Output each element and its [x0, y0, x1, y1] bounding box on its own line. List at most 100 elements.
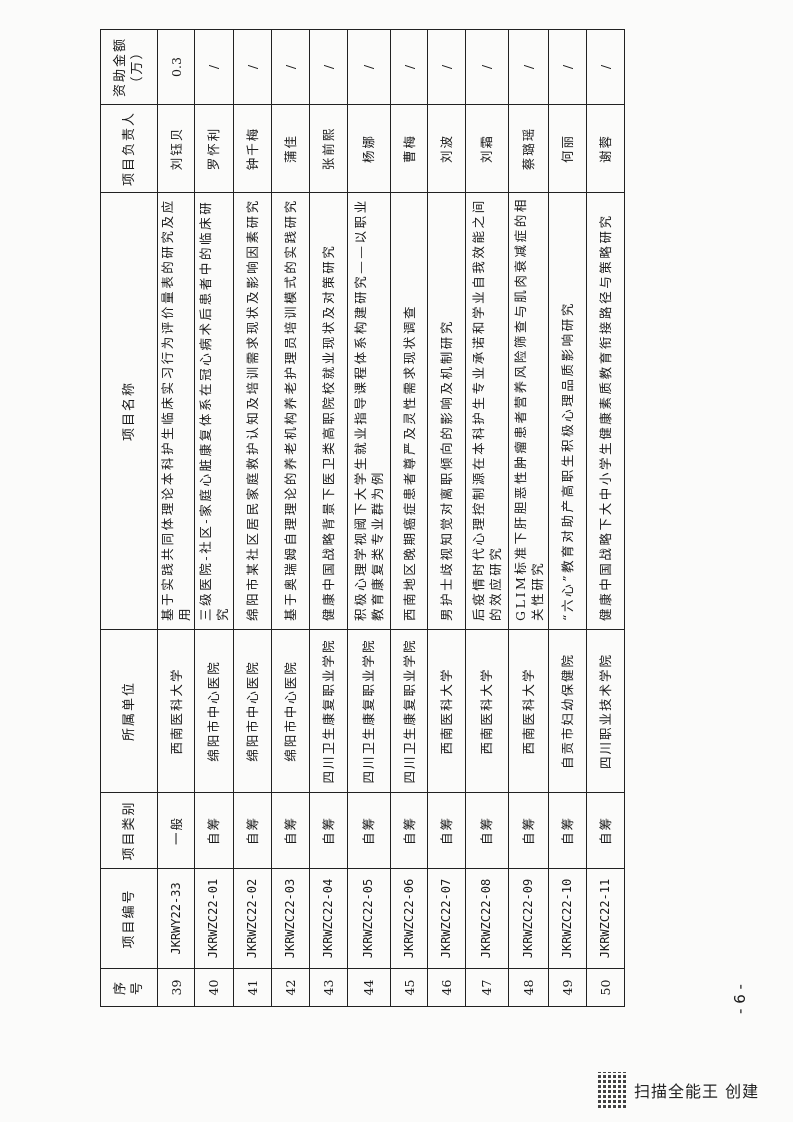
cell-funding: / [347, 29, 391, 105]
cell-leader: 蔡璐瑶 [508, 104, 549, 193]
cell-category: 自筹 [271, 792, 310, 869]
cell-unit: 西南医科大学 [465, 629, 509, 793]
table-row: 39 JKRWY22-33 一般 西南医科大学 基于实践共同体理论本科护生临床实习行为评… [157, 29, 195, 1007]
cell-leader: 蒲佳 [271, 104, 310, 193]
cell-seq: 50 [586, 968, 625, 1007]
cell-leader: 钟千梅 [233, 104, 272, 193]
cell-name: 积极心理学视阈下大学生就业指导课程体系构建研究——以职业教育康复类专业群为例 [347, 192, 391, 630]
table-header-row: 序号 项目编号 项目类别 所属单位 项目名称 项目负责人 资助金额（万） [100, 29, 158, 1007]
cell-unit: 四川职业技术学院 [586, 629, 625, 793]
header-leader: 项目负责人 [100, 104, 158, 193]
project-table: 序号 项目编号 项目类别 所属单位 项目名称 项目负责人 资助金额（万） 39 J… [100, 29, 625, 1007]
cell-code: JKRWZC22-01 [194, 868, 234, 969]
cell-category: 自筹 [309, 792, 348, 869]
table-row: 41 JKRWZC22-02 自筹 绵阳市中心医院 绵阳市某社区居民家庭救护认知及培训需… [233, 29, 272, 1007]
cell-code: JKRWZC22-02 [233, 868, 272, 969]
cell-category: 自筹 [508, 792, 549, 869]
cell-seq: 47 [465, 968, 509, 1007]
cell-category: 自筹 [465, 792, 509, 869]
cell-unit: 四川卫生康复职业学院 [347, 629, 391, 793]
cell-category: 一般 [157, 792, 195, 869]
cell-code: JKRWZC22-03 [271, 868, 310, 969]
table-row: 43 JKRWZC22-04 自筹 四川卫生康复职业学院 健康中国战略背景下医卫类高职院… [309, 29, 348, 1007]
table-row: 40 JKRWZC22-01 自筹 绵阳市中心医院 三级医院-社区-家庭心脏康复体系在冠… [194, 29, 234, 1007]
cell-seq: 48 [508, 968, 549, 1007]
header-unit: 所属单位 [100, 629, 158, 793]
table-row: 47 JKRWZC22-08 自筹 西南医科大学 后疫情时代心理控制源在本科护生专业承诺… [465, 29, 509, 1007]
cell-unit: 四川卫生康复职业学院 [390, 629, 428, 793]
cell-leader: 何丽 [548, 104, 587, 193]
cell-name: 三级医院-社区-家庭心脏康复体系在冠心病术后患者中的临床研究 [194, 192, 234, 630]
cell-code: JKRWZC22-11 [586, 868, 625, 969]
qr-code-icon [598, 1072, 626, 1108]
cell-seq: 41 [233, 968, 272, 1007]
cell-category: 自筹 [586, 792, 625, 869]
cell-name: “六心”教育对助产高职生积极心理品质影响研究 [548, 192, 587, 630]
cell-name: 基于奥瑞姆自理理论的养老机构养老护理员培训模式的实践研究 [271, 192, 310, 630]
header-funding: 资助金额（万） [100, 29, 158, 105]
project-table-rotated: 序号 项目编号 项目类别 所属单位 项目名称 项目负责人 资助金额（万） 39 J… [100, 29, 625, 1007]
cell-code: JKRWZC22-05 [347, 868, 391, 969]
cell-code: JKRWZC22-04 [309, 868, 348, 969]
cell-seq: 45 [390, 968, 428, 1007]
cell-name: 西南地区晚期癌症患者尊严及灵性需求现状调查 [390, 192, 428, 630]
cell-unit: 西南医科大学 [427, 629, 466, 793]
cell-funding: / [194, 29, 234, 105]
table-row: 50 JKRWZC22-11 自筹 四川职业技术学院 健康中国战略下大中小学生健康素质教… [586, 29, 625, 1007]
cell-category: 自筹 [347, 792, 391, 869]
cell-seq: 40 [194, 968, 234, 1007]
cell-funding: / [271, 29, 310, 105]
page-number: - 6 - [730, 984, 749, 1014]
table-row: 46 JKRWZC22-07 自筹 西南医科大学 男护士歧视知觉对离职倾向的影响及机制研… [427, 29, 466, 1007]
cell-leader: 曹梅 [390, 104, 428, 193]
header-seq: 序号 [100, 968, 158, 1007]
cell-category: 自筹 [390, 792, 428, 869]
cell-name: GLIM标准下肝胆恶性肿瘤患者营养风险筛查与肌肉衰减症的相关性研究 [508, 192, 549, 630]
cell-code: JKRWZC22-07 [427, 868, 466, 969]
cell-funding: / [465, 29, 509, 105]
cell-name: 基于实践共同体理论本科护生临床实习行为评价量表的研究及应用 [157, 192, 195, 630]
cell-category: 自筹 [194, 792, 234, 869]
cell-funding: / [508, 29, 549, 105]
cell-leader: 谢蓉 [586, 104, 625, 193]
table-row: 44 JKRWZC22-05 自筹 四川卫生康复职业学院 积极心理学视阈下大学生就业指导… [347, 29, 391, 1007]
cell-leader: 张前熙 [309, 104, 348, 193]
header-category: 项目类别 [100, 792, 158, 869]
cell-leader: 罗怀利 [194, 104, 234, 193]
cell-funding: / [586, 29, 625, 105]
cell-funding: / [548, 29, 587, 105]
table-row: 42 JKRWZC22-03 自筹 绵阳市中心医院 基于奥瑞姆自理理论的养老机构养老护理… [271, 29, 310, 1007]
header-name: 项目名称 [100, 192, 158, 630]
watermark-text: 扫描全能王 创建 [634, 1082, 760, 1101]
cell-category: 自筹 [233, 792, 272, 869]
table-row: 48 JKRWZC22-09 自筹 西南医科大学 GLIM标准下肝胆恶性肿瘤患者营养风险… [508, 29, 549, 1007]
cell-seq: 49 [548, 968, 587, 1007]
cell-unit: 绵阳市中心医院 [271, 629, 310, 793]
cell-name: 健康中国战略下大中小学生健康素质教育衔接路径与策略研究 [586, 192, 625, 630]
cell-funding: / [390, 29, 428, 105]
cell-seq: 43 [309, 968, 348, 1007]
cell-name: 健康中国战略背景下医卫类高职院校就业现状及对策研究 [309, 192, 348, 630]
cell-code: JKRWZC22-09 [508, 868, 549, 969]
cell-seq: 42 [271, 968, 310, 1007]
table-row: 45 JKRWZC22-06 自筹 四川卫生康复职业学院 西南地区晚期癌症患者尊严及灵性… [390, 29, 428, 1007]
cell-name: 男护士歧视知觉对离职倾向的影响及机制研究 [427, 192, 466, 630]
cell-unit: 西南医科大学 [508, 629, 549, 793]
cell-leader: 刘波 [427, 104, 466, 193]
cell-unit: 绵阳市中心医院 [194, 629, 234, 793]
cell-funding: / [309, 29, 348, 105]
cell-category: 自筹 [427, 792, 466, 869]
cell-seq: 46 [427, 968, 466, 1007]
cell-name: 后疫情时代心理控制源在本科护生专业承诺和学业自我效能之间的效应研究 [465, 192, 509, 630]
cell-funding: / [427, 29, 466, 105]
cell-unit: 自贡市妇幼保健院 [548, 629, 587, 793]
cell-funding: / [233, 29, 272, 105]
cell-category: 自筹 [548, 792, 587, 869]
cell-code: JKRWZC22-08 [465, 868, 509, 969]
cell-seq: 44 [347, 968, 391, 1007]
cell-unit: 绵阳市中心医院 [233, 629, 272, 793]
cell-funding: 0.3 [157, 29, 195, 105]
cell-unit: 西南医科大学 [157, 629, 195, 793]
table-row: 49 JKRWZC22-10 自筹 自贡市妇幼保健院 “六心”教育对助产高职生积极心理品… [548, 29, 587, 1007]
cell-code: JKRWZC22-10 [548, 868, 587, 969]
